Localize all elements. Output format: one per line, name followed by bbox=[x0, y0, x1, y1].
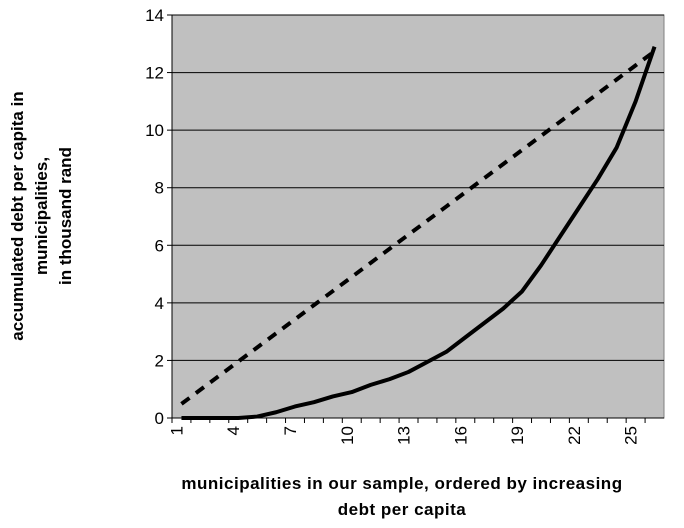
data-line bbox=[181, 46, 657, 420]
x-tick-label: 7 bbox=[281, 426, 300, 435]
y-tick-label: 4 bbox=[155, 294, 164, 313]
y-tick-label: 12 bbox=[145, 64, 164, 83]
x-tick-label: 16 bbox=[451, 426, 470, 445]
y-tick-label: 10 bbox=[145, 121, 164, 140]
x-tick-label: 1 bbox=[167, 426, 186, 435]
y-tick-label: 8 bbox=[155, 179, 164, 198]
x-tick-label: 19 bbox=[508, 426, 527, 445]
y-axis-title: municipalities, bbox=[32, 157, 51, 275]
x-tick-label: 25 bbox=[622, 426, 641, 445]
x-tick-label: 4 bbox=[224, 426, 243, 435]
y-tick-label: 14 bbox=[145, 6, 164, 25]
y-axis-title: accumulated debt per capita in bbox=[8, 91, 27, 340]
x-axis-title: debt per capita bbox=[338, 500, 466, 519]
y-tick-label: 6 bbox=[155, 236, 164, 255]
x-tick-label: 22 bbox=[565, 426, 584, 445]
y-axis-title: in thousand rand bbox=[56, 147, 75, 285]
plot-area bbox=[171, 14, 665, 419]
x-tick-label: 13 bbox=[395, 426, 414, 445]
y-tick-label: 2 bbox=[155, 351, 164, 370]
y-tick-label: 0 bbox=[155, 409, 164, 428]
x-tick-label: 10 bbox=[338, 426, 357, 445]
x-axis-title: municipalities in our sample, ordered by… bbox=[181, 474, 622, 493]
data-line bbox=[180, 49, 656, 406]
